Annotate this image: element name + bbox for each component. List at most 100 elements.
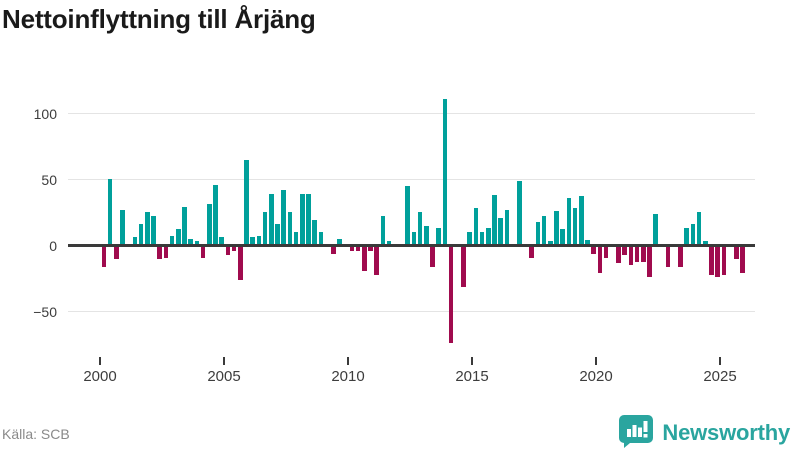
bar-q88 xyxy=(647,247,652,278)
bar-q46 xyxy=(386,241,392,244)
bar-q102 xyxy=(733,247,739,259)
bar-q15 xyxy=(194,241,200,244)
bar-q11 xyxy=(169,236,175,244)
bar-q28 xyxy=(275,224,280,244)
bar-q29 xyxy=(281,189,286,244)
bar-q37 xyxy=(330,247,336,254)
bar-q63 xyxy=(492,195,497,244)
zero-axis-line xyxy=(68,244,755,247)
bar-q24 xyxy=(250,237,255,244)
bar-q72 xyxy=(547,241,553,244)
bar-q69 xyxy=(529,247,534,258)
bar-q18 xyxy=(213,184,218,244)
y-axis-tick-label: 0 xyxy=(49,237,57,254)
bar-q53 xyxy=(430,247,435,267)
newsworthy-logo-text: Newsworthy xyxy=(662,419,790,445)
bar-q95 xyxy=(690,224,696,244)
bar-q89 xyxy=(653,213,658,244)
bar-q87 xyxy=(640,247,646,262)
bar-q32 xyxy=(299,193,305,244)
bar-q14 xyxy=(188,238,193,244)
bar-q17 xyxy=(206,204,212,244)
bar-q3 xyxy=(120,209,125,244)
bar-q58 xyxy=(461,247,466,287)
bar-q99 xyxy=(715,247,720,278)
x-axis-tick-2005 xyxy=(223,357,225,365)
x-axis-tick-2010 xyxy=(347,357,349,365)
x-axis-tick-label: 2005 xyxy=(207,368,241,385)
x-axis-tick-2025 xyxy=(719,357,721,365)
bar-q94 xyxy=(684,228,689,244)
bar-q20 xyxy=(225,247,231,255)
gridline-y-50 xyxy=(68,179,755,180)
bar-q75 xyxy=(566,197,572,244)
bar-q51 xyxy=(417,212,423,244)
bar-q12 xyxy=(175,229,181,244)
bar-q10 xyxy=(163,247,169,258)
bar-q45 xyxy=(380,216,386,244)
bar-q43 xyxy=(368,247,373,251)
bar-q81 xyxy=(603,247,609,258)
bar-q98 xyxy=(709,247,714,275)
bar-q84 xyxy=(622,247,627,255)
bar-q91 xyxy=(665,247,671,267)
bar-q59 xyxy=(467,232,472,244)
bar-q25 xyxy=(256,236,262,244)
bar-q80 xyxy=(597,247,603,274)
x-axis-tick-2020 xyxy=(595,357,597,365)
bar-q96 xyxy=(696,212,702,244)
bar-q71 xyxy=(541,216,547,244)
x-axis-tick-label: 2020 xyxy=(579,368,613,385)
bar-q2 xyxy=(113,247,119,259)
bar-q79 xyxy=(591,247,596,254)
bar-q64 xyxy=(498,217,503,244)
bar-q93 xyxy=(678,247,683,267)
bar-q0 xyxy=(101,247,107,267)
bar-q50 xyxy=(411,232,417,244)
bar-q13 xyxy=(182,207,187,244)
bar-q103 xyxy=(740,247,745,274)
x-axis-tick-2000 xyxy=(99,357,101,365)
bar-q26 xyxy=(262,212,268,244)
y-axis-tick-label: 50 xyxy=(41,171,57,188)
bar-q73 xyxy=(554,211,559,244)
bar-q86 xyxy=(634,247,640,262)
bar-q27 xyxy=(268,193,274,244)
gridline-y-100 xyxy=(68,113,755,114)
bar-q41 xyxy=(355,247,361,251)
bar-q60 xyxy=(473,208,479,244)
x-axis-tick-label: 2010 xyxy=(331,368,365,385)
bar-q77 xyxy=(578,196,584,244)
bar-q85 xyxy=(628,247,634,266)
bar-q5 xyxy=(132,237,138,244)
bar-q9 xyxy=(157,247,162,259)
bar-q31 xyxy=(293,232,299,244)
bar-q38 xyxy=(337,238,342,244)
bar-q22 xyxy=(237,247,243,280)
bar-q56 xyxy=(448,247,454,344)
bar-q42 xyxy=(361,247,367,271)
bar-q1 xyxy=(107,179,113,244)
source-credit: Källa: SCB xyxy=(2,426,70,442)
newsworthy-logo: Newsworthy xyxy=(618,412,790,453)
bar-q74 xyxy=(560,229,565,244)
bar-q40 xyxy=(349,247,355,251)
bar-q55 xyxy=(442,98,448,244)
newsworthy-bubble-chart-icon xyxy=(618,412,654,453)
bar-q49 xyxy=(405,185,410,244)
bar-q61 xyxy=(479,232,485,244)
bar-q44 xyxy=(374,247,379,275)
bar-q52 xyxy=(423,225,429,244)
bar-q23 xyxy=(244,159,249,244)
bar-q100 xyxy=(721,247,727,275)
bar-q70 xyxy=(535,221,541,244)
y-axis-tick-label: 100 xyxy=(33,105,57,122)
x-axis-tick-label: 2000 xyxy=(83,368,117,385)
bar-q62 xyxy=(485,228,491,244)
chart-title: Nettoinflyttning till Årjäng xyxy=(2,4,316,34)
bar-q78 xyxy=(585,240,590,244)
bar-q97 xyxy=(702,241,708,244)
x-axis-tick-2015 xyxy=(471,357,473,365)
y-axis-tick-label: −50 xyxy=(33,303,57,320)
